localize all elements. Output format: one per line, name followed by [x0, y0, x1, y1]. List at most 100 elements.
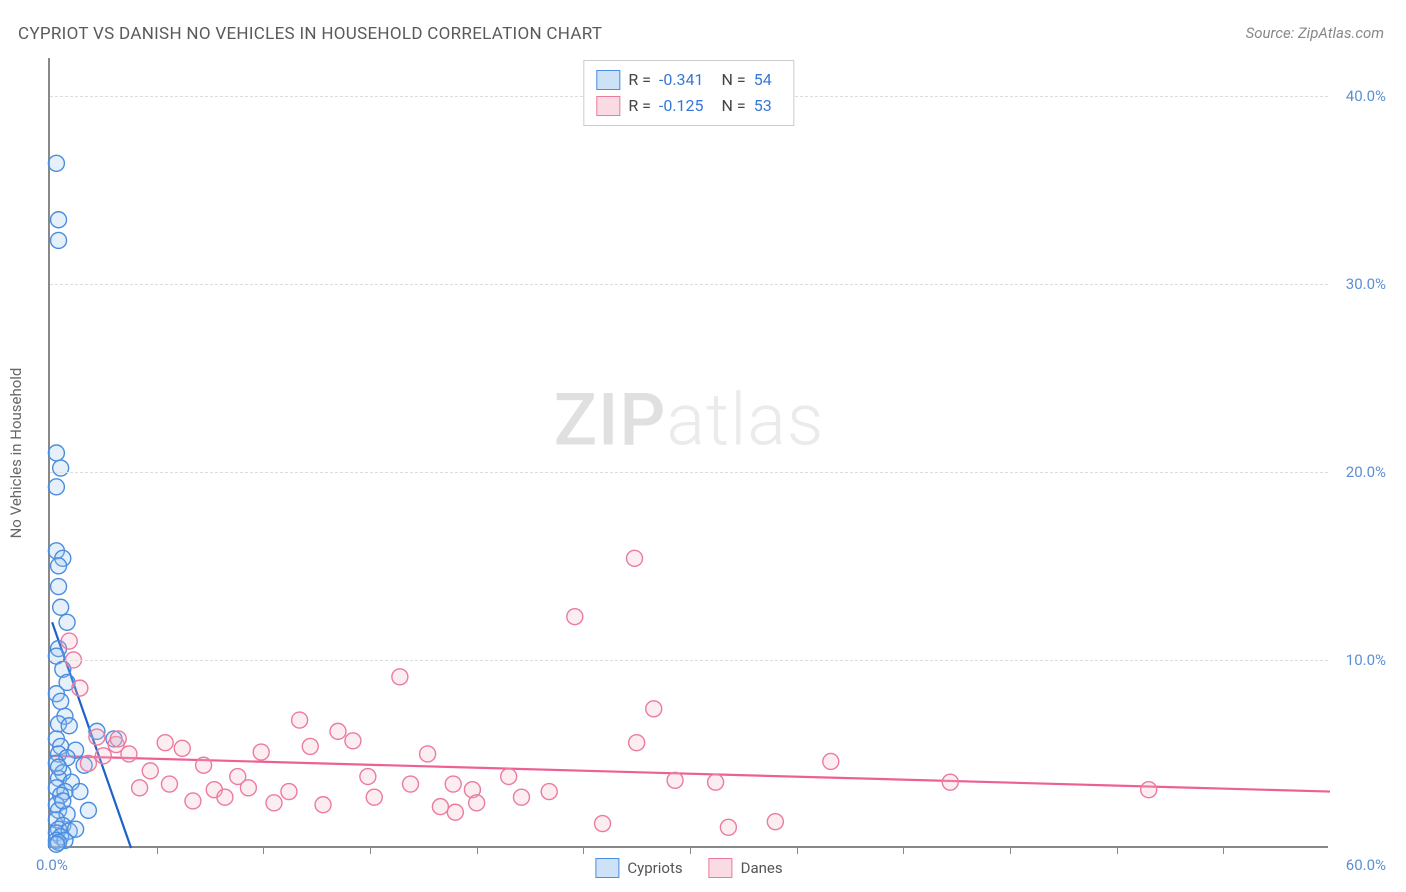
stats-n-label-1: N = — [722, 93, 746, 119]
data-point-danes — [292, 712, 308, 728]
x-tick — [1010, 846, 1011, 854]
gridline — [50, 472, 1328, 473]
data-point-danes — [330, 723, 346, 739]
x-tick — [370, 846, 371, 854]
stats-box: R = -0.341 N = 54 R = -0.125 N = 53 — [583, 60, 794, 126]
stats-row-cypriots: R = -0.341 N = 54 — [596, 67, 781, 93]
data-point-danes — [403, 776, 419, 792]
data-point-cypriots — [72, 784, 88, 800]
data-point-cypriots — [53, 599, 69, 615]
x-tick — [477, 846, 478, 854]
data-point-danes — [196, 757, 212, 773]
data-point-cypriots — [51, 232, 67, 248]
data-point-cypriots — [51, 759, 67, 775]
data-point-cypriots — [51, 558, 67, 574]
data-point-cypriots — [48, 155, 64, 171]
data-point-cypriots — [51, 579, 67, 595]
x-axis-label-right: 60.0% — [1346, 856, 1386, 874]
data-point-danes — [447, 804, 463, 820]
stats-swatch-danes — [596, 96, 620, 116]
plot-svg — [50, 58, 1328, 846]
chart-container: No Vehicles in Household ZIPatlas R = -0… — [44, 58, 1364, 848]
data-point-cypriots — [48, 445, 64, 461]
data-point-cypriots — [80, 802, 96, 818]
legend-item-danes: Danes — [709, 858, 783, 878]
data-point-danes — [61, 633, 77, 649]
data-point-danes — [253, 744, 269, 760]
data-point-danes — [392, 669, 408, 685]
gridline — [50, 284, 1328, 285]
data-point-cypriots — [51, 212, 67, 228]
data-point-danes — [627, 550, 643, 566]
data-point-danes — [513, 789, 529, 805]
stats-r-value-0: -0.341 — [659, 67, 704, 93]
data-point-danes — [667, 772, 683, 788]
data-point-danes — [541, 784, 557, 800]
stats-n-value-0: 54 — [754, 67, 772, 93]
data-point-danes — [501, 769, 517, 785]
data-point-cypriots — [48, 836, 64, 852]
x-tick — [797, 846, 798, 854]
stats-r-label-1: R = — [628, 93, 651, 119]
data-point-danes — [72, 680, 88, 696]
data-point-danes — [281, 784, 297, 800]
x-axis-label-left: 0.0% — [36, 856, 68, 874]
legend-swatch-danes — [709, 858, 733, 878]
data-point-cypriots — [59, 614, 75, 630]
data-point-danes — [217, 789, 233, 805]
data-point-cypriots — [55, 793, 71, 809]
y-tick-label: 40.0% — [1346, 87, 1386, 105]
data-point-danes — [89, 729, 105, 745]
legend-label-cypriots: Cypriots — [627, 859, 682, 877]
x-tick — [1117, 846, 1118, 854]
data-point-danes — [185, 793, 201, 809]
legend-item-cypriots: Cypriots — [595, 858, 682, 878]
data-point-cypriots — [53, 460, 69, 476]
data-point-danes — [942, 774, 958, 790]
chart-title: CYPRIOT VS DANISH NO VEHICLES IN HOUSEHO… — [18, 24, 602, 44]
y-tick-label: 10.0% — [1346, 651, 1386, 669]
x-tick — [263, 846, 264, 854]
x-tick — [157, 846, 158, 854]
data-point-danes — [646, 701, 662, 717]
data-point-danes — [420, 746, 436, 762]
y-tick-label: 20.0% — [1346, 463, 1386, 481]
data-point-danes — [266, 795, 282, 811]
data-point-cypriots — [53, 693, 69, 709]
data-point-danes — [174, 740, 190, 756]
stats-row-danes: R = -0.125 N = 53 — [596, 93, 781, 119]
data-point-danes — [142, 763, 158, 779]
data-point-danes — [432, 799, 448, 815]
data-point-danes — [469, 795, 485, 811]
data-point-danes — [315, 797, 331, 813]
data-point-danes — [1141, 782, 1157, 798]
data-point-cypriots — [68, 821, 84, 837]
data-point-danes — [240, 780, 256, 796]
data-point-danes — [629, 735, 645, 751]
data-point-danes — [823, 753, 839, 769]
x-tick — [690, 846, 691, 854]
legend-swatch-cypriots — [595, 858, 619, 878]
data-point-danes — [161, 776, 177, 792]
data-point-danes — [95, 748, 111, 764]
plot-area: ZIPatlas R = -0.341 N = 54 R = -0.125 N … — [48, 58, 1328, 848]
stats-n-label-0: N = — [722, 67, 746, 93]
stats-r-value-1: -0.125 — [659, 93, 704, 119]
data-point-danes — [567, 609, 583, 625]
data-point-cypriots — [48, 479, 64, 495]
data-point-danes — [345, 733, 361, 749]
data-point-danes — [302, 738, 318, 754]
data-point-danes — [157, 735, 173, 751]
source-attribution: Source: ZipAtlas.com — [1246, 24, 1384, 42]
data-point-danes — [110, 731, 126, 747]
data-point-danes — [366, 789, 382, 805]
y-axis-label: No Vehicles in Household — [7, 368, 25, 539]
x-tick — [1223, 846, 1224, 854]
stats-r-label-0: R = — [628, 67, 651, 93]
stats-swatch-cypriots — [596, 70, 620, 90]
data-point-danes — [720, 819, 736, 835]
legend-bottom: Cypriots Danes — [595, 858, 782, 878]
legend-label-danes: Danes — [741, 859, 783, 877]
source-link[interactable]: ZipAtlas.com — [1298, 24, 1384, 42]
source-label: Source: — [1246, 24, 1298, 42]
